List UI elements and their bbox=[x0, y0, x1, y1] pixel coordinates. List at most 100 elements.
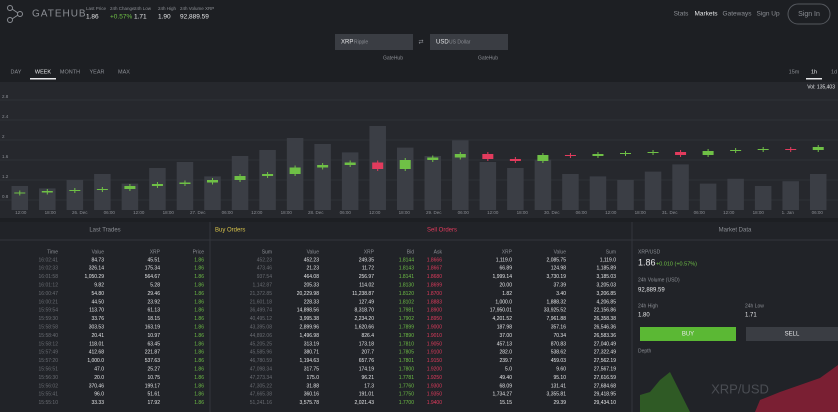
table-cell: 1.8700 bbox=[427, 291, 443, 297]
interval-tab[interactable]: 15m bbox=[789, 69, 800, 75]
table-cell: 1.86 bbox=[194, 299, 204, 305]
table-cell: 1.9050 bbox=[427, 341, 443, 347]
y-tick-label: 1.2 bbox=[2, 174, 9, 179]
table-cell: 45.51 bbox=[147, 257, 160, 263]
range-tab[interactable]: YEAR bbox=[90, 69, 105, 75]
table-cell: 1,142.87 bbox=[253, 283, 273, 289]
interval-tab[interactable]: 1d bbox=[831, 69, 837, 75]
tables-bg bbox=[0, 222, 838, 412]
table-cell: 96.0 bbox=[94, 392, 104, 398]
table-cell: 205.33 bbox=[304, 283, 320, 289]
table-cell: 1.86 bbox=[194, 358, 204, 364]
sell-button[interactable] bbox=[746, 327, 838, 341]
table-cell: 1.9000 bbox=[427, 325, 443, 331]
candle-body bbox=[785, 149, 797, 150]
candle-body bbox=[592, 154, 604, 156]
table-cell: 20.41 bbox=[91, 333, 104, 339]
stat-label: 24h High bbox=[158, 6, 177, 11]
volume-bar bbox=[699, 183, 717, 210]
table-cell: 452.23 bbox=[304, 257, 320, 263]
interval-tab[interactable]: 1h bbox=[811, 69, 817, 75]
column-header: Bid bbox=[407, 249, 414, 255]
table-cell: 27,562.19 bbox=[594, 358, 616, 364]
candle-body bbox=[730, 150, 742, 151]
logo[interactable] bbox=[7, 5, 23, 23]
sign-in[interactable]: Sign In bbox=[798, 11, 820, 18]
table-cell: 1.86 bbox=[194, 266, 204, 272]
sign-in-button[interactable] bbox=[787, 3, 831, 25]
table-cell: 127.49 bbox=[359, 299, 375, 305]
table-cell: 54.80 bbox=[91, 291, 104, 297]
volume-bar bbox=[644, 171, 662, 210]
table-cell: 1.7760 bbox=[399, 383, 415, 389]
volume-bar bbox=[11, 186, 29, 210]
stat-label: 24h Low bbox=[134, 6, 152, 11]
range-tab[interactable]: WEEK bbox=[35, 69, 52, 75]
table-cell: 17,950.01 bbox=[490, 308, 512, 314]
table-cell: 1,050.29 bbox=[85, 274, 105, 280]
sell-label[interactable]: SELL bbox=[785, 332, 800, 338]
candle-body bbox=[289, 167, 301, 174]
table-cell: 1,000.0 bbox=[495, 299, 512, 305]
table-cell: 357.16 bbox=[551, 325, 567, 331]
table-cell: 1.7800 bbox=[399, 367, 415, 373]
table-cell: 1.9010 bbox=[427, 333, 443, 339]
table-cell: 1.7801 bbox=[399, 358, 415, 364]
chart-bg bbox=[0, 82, 838, 218]
table-cell: 370.46 bbox=[89, 383, 105, 389]
table-cell: 1,888.32 bbox=[547, 299, 567, 305]
table-cell: 2,899.96 bbox=[300, 325, 320, 331]
table-cell: 61.13 bbox=[147, 308, 160, 314]
column-header: Value bbox=[554, 249, 567, 255]
x-tick-label: 28. Dec bbox=[308, 210, 324, 215]
table-cell: 15:56:30 bbox=[39, 375, 59, 381]
quote-select[interactable] bbox=[430, 34, 508, 50]
table-cell: 118.01 bbox=[89, 341, 104, 347]
base-select[interactable] bbox=[335, 34, 413, 50]
nav-link[interactable]: Stats bbox=[674, 11, 690, 18]
low-label: 24h Low bbox=[745, 303, 764, 309]
candle-body bbox=[482, 154, 494, 159]
nav-link[interactable]: Markets bbox=[694, 11, 718, 18]
column-header: Time bbox=[47, 249, 58, 255]
table-cell: 26,358.38 bbox=[594, 316, 616, 322]
buy-label[interactable]: BUY bbox=[682, 332, 694, 338]
table-cell: 221.87 bbox=[145, 350, 161, 356]
table-cell: 47.0 bbox=[94, 367, 104, 373]
table-cell: 199.17 bbox=[145, 383, 161, 389]
x-tick-label: 06:00 bbox=[694, 210, 706, 215]
table-cell: 1.7700 bbox=[399, 400, 415, 406]
table-cell: 1.8699 bbox=[427, 283, 443, 289]
table-cell: 173.18 bbox=[359, 341, 375, 347]
stat-value: 1.86 bbox=[86, 14, 99, 21]
table-cell: 1.86 bbox=[194, 291, 204, 297]
chart-info: Vol: 135,403 bbox=[807, 84, 835, 90]
candle-body bbox=[647, 152, 659, 153]
table-cell: 5.28 bbox=[150, 283, 160, 289]
table-cell: 1.7810 bbox=[399, 341, 415, 347]
range-tab[interactable]: MAX bbox=[118, 69, 130, 75]
table-cell: 15:55:41 bbox=[39, 392, 59, 398]
range-tab[interactable]: DAY bbox=[11, 69, 22, 75]
table-cell: 1,000.0 bbox=[87, 358, 104, 364]
table-cell: 175.0 bbox=[306, 375, 319, 381]
table-cell: 3,995.38 bbox=[300, 316, 320, 322]
buy-button[interactable] bbox=[640, 327, 736, 341]
stat-value: +0.57% bbox=[110, 14, 132, 21]
table-cell: 3,355.81 bbox=[547, 392, 567, 398]
y-tick-label: 2.8 bbox=[2, 94, 9, 99]
x-tick-label: 12:00 bbox=[369, 210, 381, 215]
table-cell: 1.8666 bbox=[427, 257, 443, 263]
table-cell: 1.86 bbox=[194, 308, 204, 314]
table-cell: 33.33 bbox=[91, 400, 104, 406]
range-tab[interactable]: MONTH bbox=[60, 69, 80, 75]
volume-bar bbox=[396, 147, 414, 210]
candle-body bbox=[41, 191, 53, 193]
swap-icon[interactable]: ⇄ bbox=[418, 39, 423, 46]
x-tick-label: 12:00 bbox=[15, 210, 27, 215]
table-cell: 826.4 bbox=[361, 333, 374, 339]
nav-link[interactable]: Gateways bbox=[723, 11, 753, 18]
nav-link[interactable]: Sign Up bbox=[756, 11, 780, 18]
x-tick-label: 12:00 bbox=[723, 210, 735, 215]
